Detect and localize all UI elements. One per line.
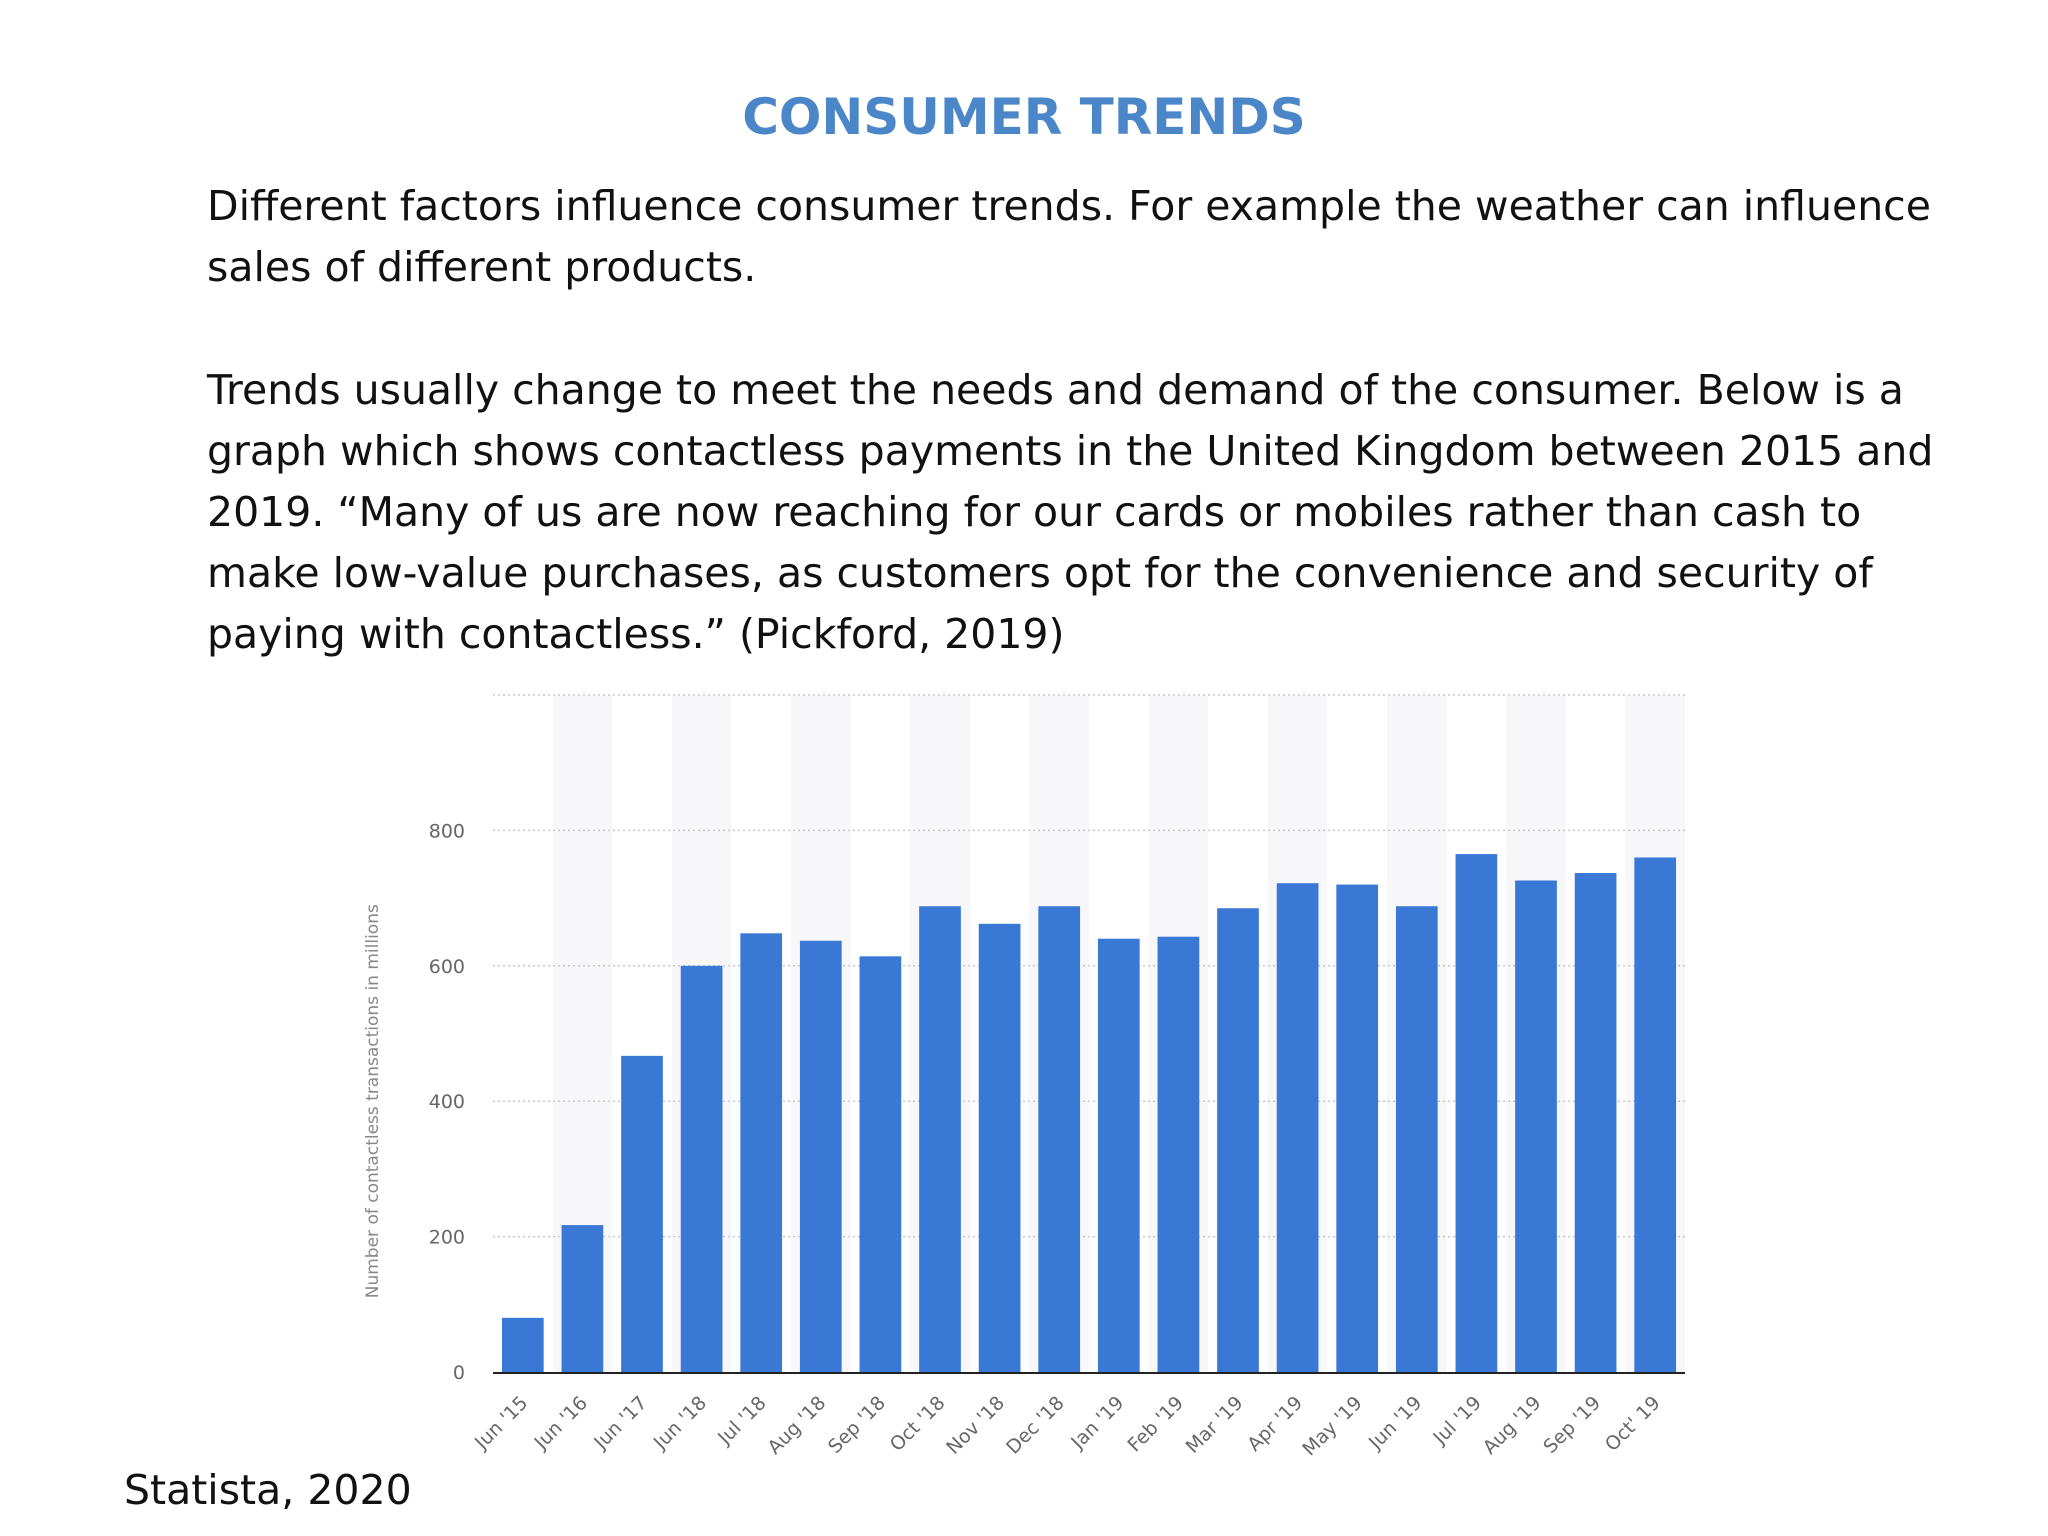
x-tick-label: Jun '16 bbox=[530, 1392, 592, 1454]
bar bbox=[978, 923, 1021, 1372]
x-tick-label: Sep '19 bbox=[1539, 1392, 1605, 1458]
x-tick-label: Jun '18 bbox=[649, 1392, 711, 1454]
bar bbox=[1097, 938, 1140, 1372]
x-tick-label: Oct' 19 bbox=[1601, 1392, 1665, 1456]
bar bbox=[1276, 883, 1319, 1372]
bar bbox=[919, 906, 961, 1372]
x-tick-label: Oct '18 bbox=[886, 1392, 950, 1456]
bar bbox=[740, 933, 783, 1372]
bar bbox=[1515, 880, 1557, 1372]
bar bbox=[621, 1055, 663, 1372]
bar bbox=[1395, 906, 1438, 1372]
bar bbox=[1038, 906, 1081, 1372]
intro-paragraph: Different factors influence consumer tre… bbox=[207, 182, 1931, 291]
bar bbox=[799, 940, 842, 1372]
x-tick-label: Jul '18 bbox=[713, 1392, 771, 1450]
y-axis-label: Number of contactless transactions in mi… bbox=[363, 904, 383, 1298]
x-tick-label: Aug '19 bbox=[1479, 1392, 1546, 1459]
x-tick-label: Mar '19 bbox=[1182, 1392, 1248, 1458]
bar bbox=[1217, 908, 1259, 1372]
bar bbox=[1336, 884, 1379, 1372]
bar bbox=[1157, 936, 1200, 1372]
x-tick-label: Aug '18 bbox=[763, 1392, 830, 1459]
contactless-bar-chart: 0 200 400 600 800 Jun '15 Jun '16 Jun '17 Jun '… bbox=[360, 685, 1720, 1505]
slide-body: Different factors influence consumer tre… bbox=[207, 176, 1967, 665]
bar bbox=[1455, 854, 1498, 1372]
x-tick-label: Jun '19 bbox=[1364, 1392, 1426, 1454]
y-tick-label: 200 bbox=[429, 1227, 465, 1249]
x-tick-label: Dec '18 bbox=[1002, 1392, 1069, 1459]
y-tick-label: 800 bbox=[429, 820, 465, 842]
x-tick-label: Jun '17 bbox=[589, 1392, 651, 1454]
x-tick-label: Jun '15 bbox=[470, 1392, 532, 1454]
bar bbox=[561, 1225, 604, 1372]
chart-grid bbox=[493, 694, 1685, 1238]
x-tick-label: Jan '19 bbox=[1066, 1392, 1128, 1454]
x-tick-label: Nov '18 bbox=[942, 1392, 1009, 1459]
bar bbox=[501, 1317, 544, 1372]
chart-bars bbox=[501, 854, 1677, 1372]
slide-title: CONSUMER TRENDS bbox=[742, 88, 1306, 146]
x-tick-label: Feb '19 bbox=[1124, 1392, 1188, 1456]
y-tick-label: 0 bbox=[453, 1362, 465, 1384]
trends-paragraph: Trends usually change to meet the needs … bbox=[207, 366, 1934, 658]
y-tick-label: 600 bbox=[429, 956, 465, 978]
x-tick-label: May '19 bbox=[1298, 1392, 1366, 1460]
y-axis-ticks: 0 200 400 600 800 bbox=[429, 820, 465, 1384]
x-tick-label: Sep '18 bbox=[824, 1392, 890, 1458]
y-tick-label: 400 bbox=[429, 1091, 465, 1113]
bar bbox=[1574, 873, 1617, 1372]
x-tick-label: Jul '19 bbox=[1428, 1392, 1486, 1450]
bar bbox=[859, 956, 902, 1372]
bar bbox=[1634, 857, 1677, 1372]
source-citation: Statista, 2020 bbox=[124, 1466, 412, 1514]
x-tick-label: Apr '19 bbox=[1243, 1392, 1307, 1456]
bar bbox=[680, 965, 723, 1372]
